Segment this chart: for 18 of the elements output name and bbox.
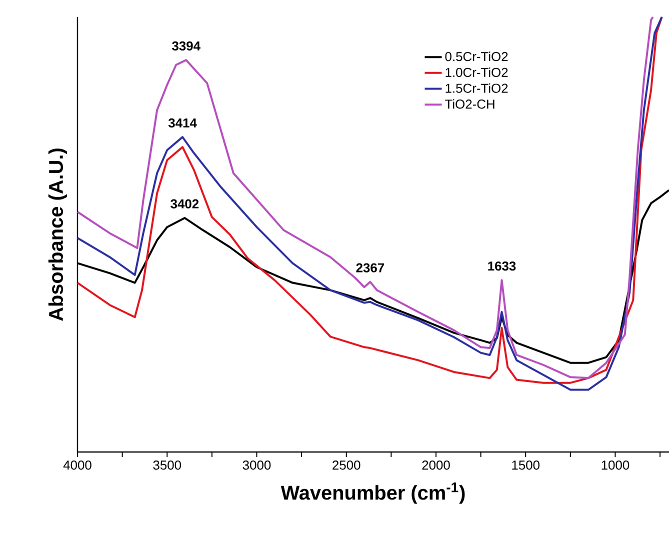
annotation: 3414	[168, 118, 197, 128]
x-tick-label: 1000	[602, 460, 630, 470]
x-tick-label: 3500	[153, 460, 182, 470]
x-tick-label: 4000	[63, 460, 92, 470]
annotation: 1633	[488, 261, 516, 271]
legend-label: 0.5Cr-TiO2	[445, 52, 508, 62]
legend-label: 1.5Cr-TiO2	[446, 83, 508, 93]
y-axis-title: Absorbance (A.U.)	[48, 148, 67, 321]
x-tick-label: 3000	[242, 460, 271, 470]
legend-label: TiO2-CH	[445, 99, 494, 109]
x-axis-title: Wavenumber (cm$^{-1}$)	[280, 482, 465, 504]
x-tick-label: 2000	[422, 460, 450, 470]
annotation: 3402	[170, 199, 199, 208]
legend-label: 1.0Cr-TiO2	[446, 67, 508, 78]
x-tick-label: 2500	[332, 460, 360, 470]
annotation: 2367	[356, 263, 384, 272]
x-tick-label: 1500	[512, 460, 540, 470]
annotation: 3394	[172, 41, 200, 51]
